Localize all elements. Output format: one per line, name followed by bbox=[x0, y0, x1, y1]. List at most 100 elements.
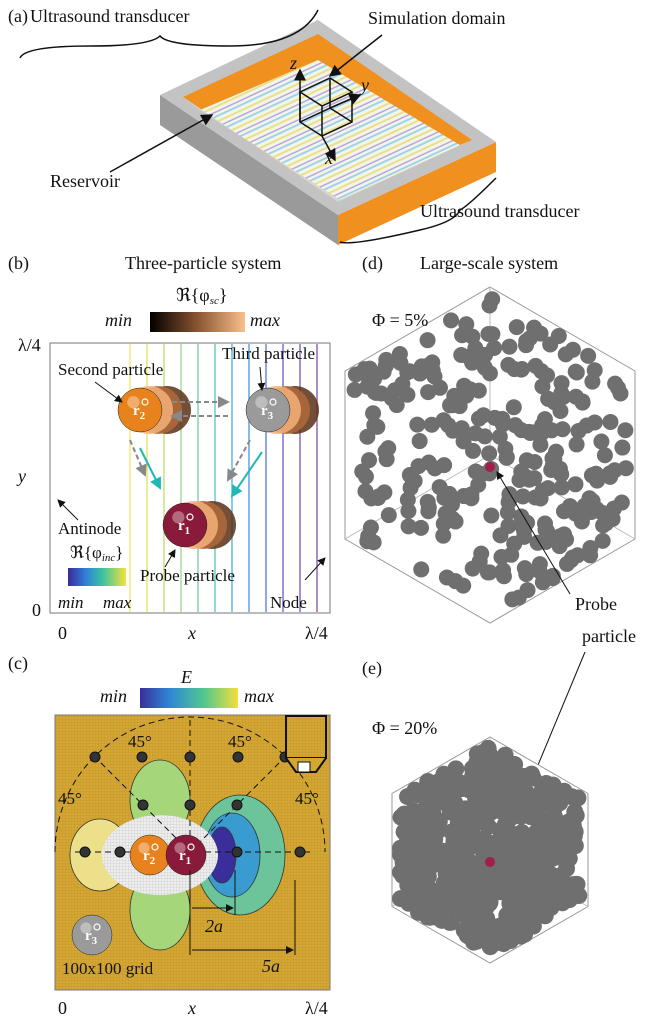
particle bbox=[447, 760, 464, 777]
probe-particle bbox=[485, 857, 495, 867]
particle bbox=[556, 503, 572, 519]
particle bbox=[500, 357, 516, 373]
axis-label: x bbox=[324, 148, 333, 168]
label: min bbox=[58, 593, 84, 612]
particle bbox=[517, 560, 533, 576]
particle bbox=[507, 417, 523, 433]
probe-particle bbox=[485, 462, 495, 472]
particle bbox=[467, 764, 484, 781]
label: ℜ{φ bbox=[70, 543, 102, 562]
particle bbox=[492, 823, 509, 840]
angle-label: 45° bbox=[58, 789, 82, 808]
node bbox=[115, 847, 125, 857]
particle bbox=[475, 407, 491, 423]
particle bbox=[440, 417, 456, 433]
particle bbox=[421, 500, 437, 516]
particle bbox=[468, 464, 484, 480]
particle bbox=[472, 553, 488, 569]
node bbox=[295, 847, 305, 857]
particle bbox=[490, 842, 507, 859]
label: max bbox=[250, 310, 280, 330]
panel-tag: (c) bbox=[8, 653, 28, 674]
particle bbox=[567, 476, 583, 492]
particle bbox=[606, 500, 622, 516]
panel-title: Three-particle system bbox=[125, 253, 281, 273]
figure: (a) Ultrasound transducer Simulation dom… bbox=[0, 0, 657, 1022]
particle bbox=[518, 469, 534, 485]
dense-system bbox=[392, 737, 588, 963]
particle bbox=[512, 928, 529, 945]
particle bbox=[454, 421, 470, 437]
particle bbox=[421, 454, 437, 470]
particle bbox=[439, 569, 455, 585]
particle bbox=[399, 788, 416, 805]
label: particle bbox=[582, 626, 636, 646]
label: sc bbox=[210, 295, 219, 307]
particle bbox=[524, 915, 541, 932]
particle bbox=[509, 319, 525, 335]
particle bbox=[442, 782, 459, 799]
particle bbox=[495, 935, 512, 952]
particle bbox=[556, 783, 573, 800]
label: 1 bbox=[186, 855, 192, 867]
particle bbox=[598, 515, 614, 531]
particle bbox=[412, 366, 428, 382]
particle bbox=[367, 384, 383, 400]
node bbox=[232, 847, 242, 857]
particle bbox=[464, 329, 480, 345]
particle bbox=[582, 547, 598, 563]
particle bbox=[354, 463, 370, 479]
particle bbox=[618, 460, 634, 476]
particle bbox=[597, 447, 613, 463]
angle-label: 45° bbox=[128, 732, 152, 751]
particle bbox=[460, 852, 477, 869]
axis-tick: 0 bbox=[32, 600, 41, 620]
label: 2 bbox=[140, 410, 146, 422]
particle bbox=[588, 466, 604, 482]
node bbox=[90, 752, 100, 762]
label: Antinode bbox=[58, 519, 121, 538]
particle bbox=[565, 550, 581, 566]
particle bbox=[504, 591, 520, 607]
panel-tag: (e) bbox=[362, 658, 382, 679]
label: Ultrasound transducer bbox=[30, 6, 189, 26]
axis-tick: λ/4 bbox=[305, 998, 328, 1018]
panel-tag: (a) bbox=[8, 6, 28, 27]
label: 3 bbox=[268, 410, 274, 422]
particle bbox=[579, 418, 595, 434]
particle bbox=[553, 385, 569, 401]
particle bbox=[536, 422, 552, 438]
particle bbox=[359, 429, 375, 445]
node bbox=[233, 752, 243, 762]
particle bbox=[613, 385, 629, 401]
particle bbox=[460, 899, 477, 916]
particle bbox=[553, 466, 569, 482]
particle bbox=[589, 501, 605, 517]
label: 1 bbox=[185, 525, 191, 537]
axis-label: y bbox=[16, 466, 26, 486]
particle bbox=[561, 827, 578, 844]
axis-tick: 0 bbox=[58, 998, 67, 1018]
particle bbox=[514, 518, 530, 534]
particle bbox=[568, 364, 584, 380]
colorbar bbox=[68, 568, 126, 586]
axis-tick: 0 bbox=[58, 623, 67, 643]
particle bbox=[420, 868, 437, 885]
colorbar-label: ℜ{φinc} bbox=[70, 543, 123, 564]
grid-icon bbox=[286, 716, 326, 772]
particle bbox=[442, 842, 459, 859]
particle bbox=[531, 810, 548, 827]
particle bbox=[492, 527, 508, 543]
particle bbox=[595, 533, 611, 549]
colorbar bbox=[140, 688, 238, 708]
particle bbox=[484, 291, 500, 307]
axis-label: z bbox=[289, 53, 297, 73]
axis-tick: λ/4 bbox=[18, 335, 41, 355]
particle bbox=[614, 440, 630, 456]
particle bbox=[574, 514, 590, 530]
particle bbox=[527, 869, 544, 886]
particle bbox=[526, 320, 542, 336]
label: Second particle bbox=[58, 360, 163, 379]
axis-tick: λ/4 bbox=[305, 623, 328, 643]
label: 100x100 grid bbox=[62, 959, 154, 978]
